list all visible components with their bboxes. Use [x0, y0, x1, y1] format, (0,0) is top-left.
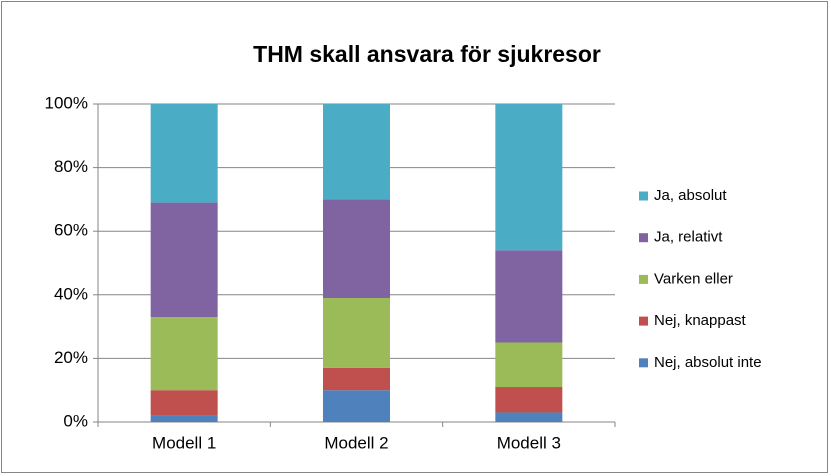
legend-label: Nej, absolut inte — [654, 354, 762, 371]
legend-label: Ja, relativt — [654, 229, 723, 246]
bar-segment — [323, 367, 390, 391]
legend-swatch — [639, 358, 648, 368]
bar-segment — [150, 390, 218, 416]
x-tick-label: Modell 2 — [324, 433, 388, 452]
y-tick-label: 20% — [54, 348, 88, 367]
x-tick-label: Modell 1 — [152, 433, 216, 452]
legend-label: Ja, absolut — [654, 187, 727, 204]
bar-segment — [150, 104, 218, 203]
bar-segment — [495, 250, 563, 343]
chart-title: THM skall ansvara för sjukresor — [253, 41, 601, 67]
legend-swatch — [639, 233, 648, 243]
bar-segment — [495, 387, 563, 413]
legend-label: Nej, knappast — [654, 312, 747, 329]
legend-swatch — [639, 191, 648, 201]
legend-label: Varken eller — [654, 270, 733, 287]
bar-segment — [323, 199, 390, 298]
y-tick-label: 100% — [45, 93, 88, 112]
bar-segment — [323, 104, 390, 200]
bar-segment — [150, 202, 218, 318]
legend-swatch — [639, 316, 648, 326]
y-tick-label: 0% — [63, 411, 88, 430]
bar-segment — [150, 415, 218, 422]
y-tick-label: 60% — [54, 221, 88, 240]
x-tick-label: Modell 3 — [497, 433, 561, 452]
y-tick-label: 80% — [54, 157, 88, 176]
bar-segment — [495, 412, 563, 422]
y-tick-label: 40% — [54, 284, 88, 303]
bar-segment — [495, 104, 563, 251]
legend-swatch — [639, 274, 648, 284]
bar-segment — [323, 390, 390, 422]
bar-segment — [323, 297, 390, 368]
bar-segment — [495, 342, 563, 388]
bar-segment — [150, 317, 218, 391]
